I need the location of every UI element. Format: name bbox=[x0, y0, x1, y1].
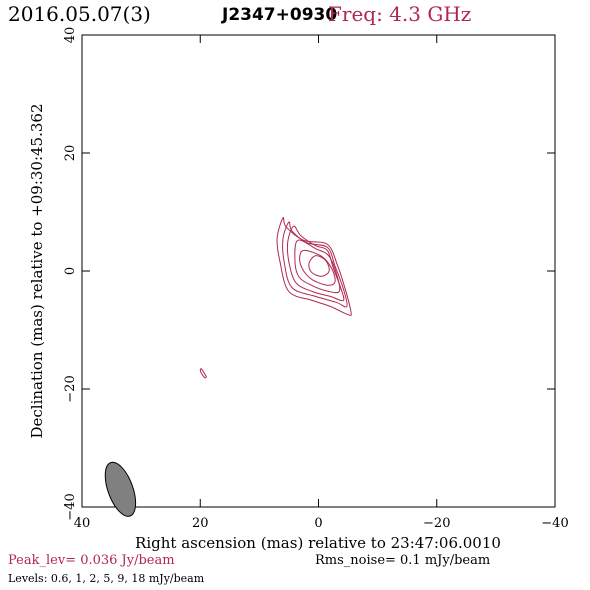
y-tick-label: −40 bbox=[63, 493, 78, 520]
y-tick-label: 40 bbox=[63, 27, 78, 44]
x-tick-label: −40 bbox=[541, 516, 568, 531]
contour-level-18 bbox=[308, 255, 330, 277]
contour-level-5 bbox=[294, 239, 341, 294]
contour-level-0_6 bbox=[199, 368, 207, 379]
beam-ellipse bbox=[104, 461, 137, 517]
source-name: J2347+0930 bbox=[222, 5, 338, 25]
rms-noise: Rms_noise= 0.1 mJy/beam bbox=[315, 553, 491, 568]
contour-levels: Levels: 0.6, 1, 2, 5, 9, 18 mJy/beam bbox=[8, 572, 205, 585]
contour-level-2 bbox=[286, 225, 345, 302]
x-tick-label: −20 bbox=[423, 516, 450, 531]
y-axis-label: Declination (mas) relative to +09:30:45.… bbox=[28, 103, 46, 438]
y-tick-label: 0 bbox=[63, 267, 78, 275]
x-axis-label: Right ascension (mas) relative to 23:47:… bbox=[135, 534, 501, 552]
peak-level: Peak_lev= 0.036 Jy/beam bbox=[8, 553, 175, 568]
y-tick-label: 20 bbox=[63, 145, 78, 162]
x-tick-label: 40 bbox=[74, 516, 91, 531]
contour-level-0_6 bbox=[276, 217, 352, 316]
x-tick-label: 20 bbox=[192, 516, 209, 531]
y-tick-label: −20 bbox=[63, 375, 78, 402]
frequency-label: Freq: 4.3 GHz bbox=[328, 2, 472, 26]
x-tick-label: 0 bbox=[314, 516, 322, 531]
epoch-date: 2016.05.07(3) bbox=[8, 2, 151, 26]
plot-frame bbox=[81, 34, 556, 508]
